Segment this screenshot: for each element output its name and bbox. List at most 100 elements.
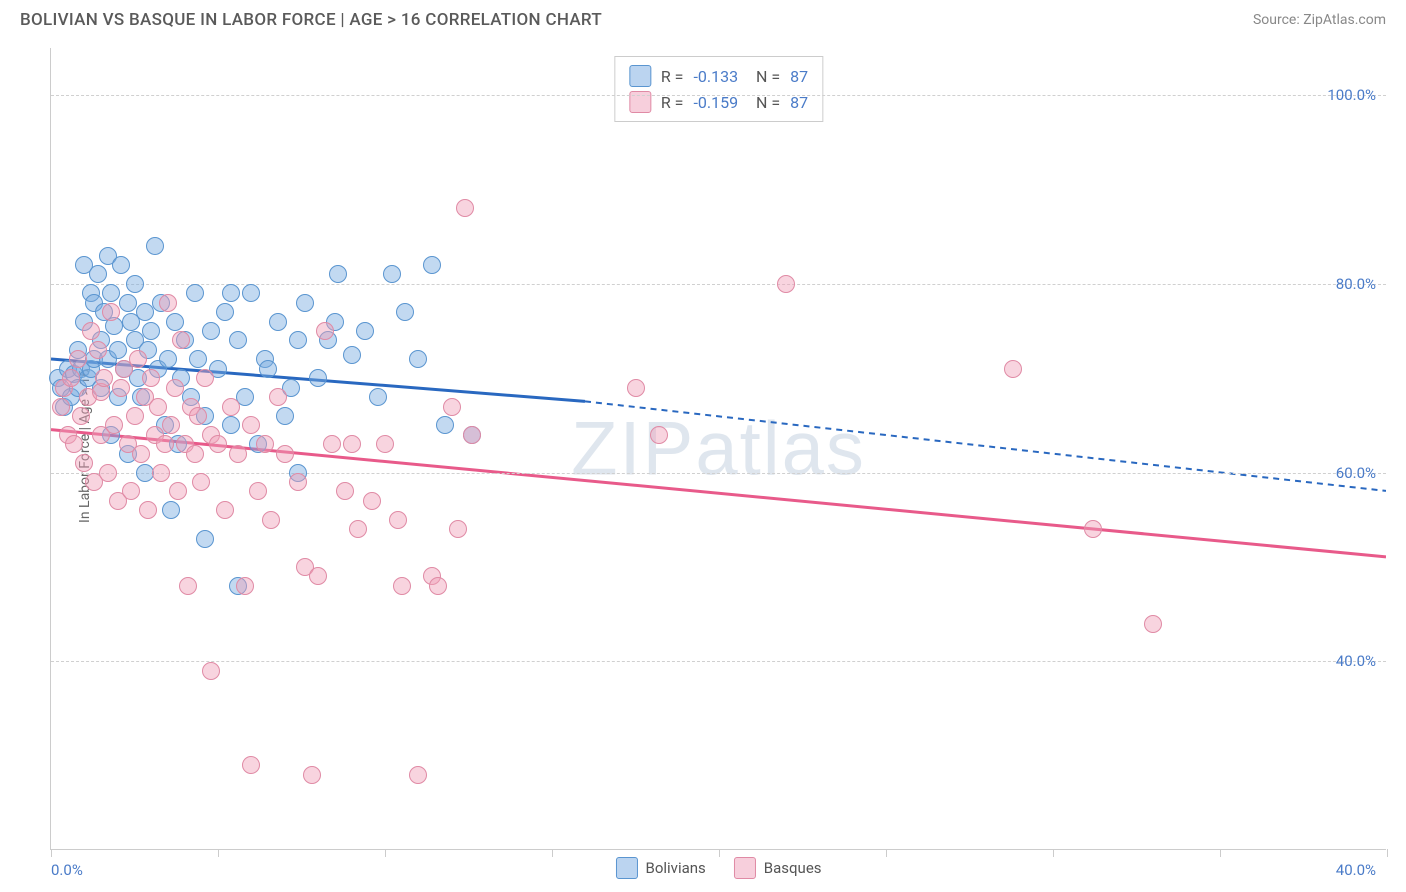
data-point	[129, 350, 147, 368]
data-point	[202, 322, 220, 340]
data-point	[126, 275, 144, 293]
data-point	[75, 454, 93, 472]
legend-item-bolivians: Bolivians	[615, 857, 705, 879]
data-point	[72, 407, 90, 425]
data-point	[316, 322, 334, 340]
data-point	[343, 435, 361, 453]
data-point	[336, 482, 354, 500]
data-point	[309, 567, 327, 585]
data-point	[429, 577, 447, 595]
x-tick	[51, 849, 52, 857]
data-point	[269, 313, 287, 331]
data-point	[156, 435, 174, 453]
data-point	[89, 265, 107, 283]
data-point	[463, 426, 481, 444]
x-tick	[552, 849, 553, 857]
stat-r-value-1: -0.133	[693, 67, 738, 86]
data-point	[99, 464, 117, 482]
stat-r-label: R =	[661, 67, 684, 86]
stats-legend-box: R = -0.133 N = 87 R = -0.159 N = 87	[614, 56, 823, 122]
bottom-legend: Bolivians Basques	[615, 857, 821, 879]
data-point	[409, 766, 427, 784]
x-tick	[1053, 849, 1054, 857]
data-point	[242, 416, 260, 434]
data-point	[109, 341, 127, 359]
data-point	[126, 407, 144, 425]
data-point	[122, 482, 140, 500]
stats-row-bolivians: R = -0.133 N = 87	[629, 63, 808, 89]
data-point	[262, 511, 280, 529]
data-point	[112, 379, 130, 397]
chart-title: BOLIVIAN VS BASQUE IN LABOR FORCE | AGE …	[20, 10, 602, 30]
data-point	[356, 322, 374, 340]
data-point	[296, 294, 314, 312]
data-point	[159, 294, 177, 312]
y-tick-label: 100.0%	[1327, 86, 1376, 104]
data-point	[276, 445, 294, 463]
data-point	[169, 482, 187, 500]
data-point	[222, 398, 240, 416]
data-point	[172, 331, 190, 349]
data-point	[222, 416, 240, 434]
legend-label: Basques	[764, 859, 822, 877]
chart-plot-area: ZIPatlas R = -0.133 N = 87 R = -0.159 N …	[50, 48, 1386, 850]
legend-item-basques: Basques	[734, 857, 822, 879]
x-tick	[1387, 849, 1388, 857]
data-point	[627, 379, 645, 397]
gridline	[51, 95, 1386, 96]
data-point	[369, 388, 387, 406]
data-point	[376, 435, 394, 453]
data-point	[349, 520, 367, 538]
data-point	[396, 303, 414, 321]
data-point	[152, 464, 170, 482]
swatch-blue-icon	[629, 65, 651, 87]
data-point	[329, 265, 347, 283]
data-point	[95, 369, 113, 387]
y-tick-label: 60.0%	[1336, 464, 1376, 482]
x-tick	[1220, 849, 1221, 857]
data-point	[229, 445, 247, 463]
data-point	[102, 284, 120, 302]
data-point	[136, 464, 154, 482]
x-tick	[719, 849, 720, 857]
data-point	[209, 435, 227, 453]
data-point	[186, 445, 204, 463]
data-point	[409, 350, 427, 368]
swatch-pink-icon	[734, 857, 756, 879]
data-point	[89, 341, 107, 359]
y-tick-label: 40.0%	[1336, 652, 1376, 670]
data-point	[1144, 615, 1162, 633]
data-point	[142, 369, 160, 387]
data-point	[102, 303, 120, 321]
data-point	[289, 331, 307, 349]
x-tick-label: 40.0%	[1336, 861, 1376, 879]
data-point	[162, 416, 180, 434]
data-point	[249, 482, 267, 500]
data-point	[146, 237, 164, 255]
data-point	[119, 294, 137, 312]
data-point	[1004, 360, 1022, 378]
data-point	[82, 322, 100, 340]
data-point	[62, 369, 80, 387]
data-point	[269, 388, 287, 406]
data-point	[166, 313, 184, 331]
data-point	[436, 416, 454, 434]
data-point	[149, 398, 167, 416]
stats-row-basques: R = -0.159 N = 87	[629, 89, 808, 115]
data-point	[383, 265, 401, 283]
data-point	[443, 398, 461, 416]
data-point	[229, 331, 247, 349]
data-point	[777, 275, 795, 293]
legend-label: Bolivians	[645, 859, 705, 877]
data-point	[196, 369, 214, 387]
data-point	[189, 350, 207, 368]
source-label: Source: ZipAtlas.com	[1253, 12, 1386, 28]
gridline	[51, 473, 1386, 474]
data-point	[276, 407, 294, 425]
y-tick-label: 80.0%	[1336, 275, 1376, 293]
x-tick	[218, 849, 219, 857]
data-point	[52, 398, 70, 416]
data-point	[202, 662, 220, 680]
data-point	[179, 577, 197, 595]
data-point	[132, 445, 150, 463]
